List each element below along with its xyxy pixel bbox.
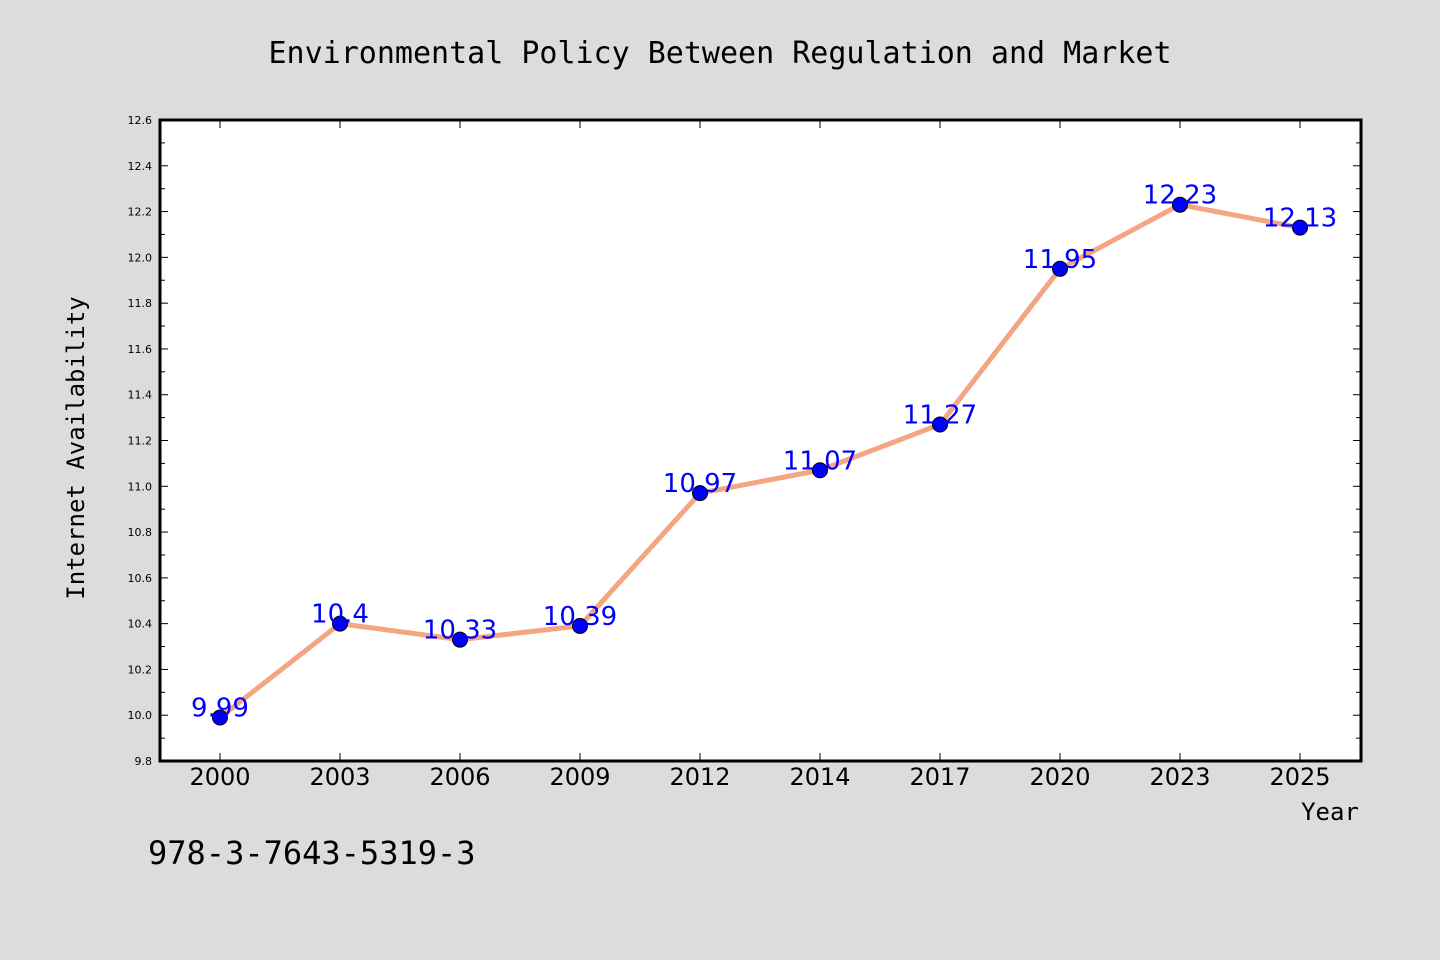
isbn-text: 978-3-7643-5319-3 [148,834,476,872]
plot-area [158,118,1363,763]
x-tick-labels: 2000 2003 2006 2009 2012 2014 2017 2020 2023 2025 [189,763,1330,791]
x-tick-label: 2012 [669,763,730,791]
data-label: 10.33 [423,616,497,646]
data-point [332,615,348,632]
series-line [218,202,1301,720]
y-tick-label: 10.2 [128,663,153,676]
y-tick-label: 11.2 [128,435,153,448]
data-point [692,485,708,502]
data-markers [212,196,1308,726]
y-tick-labels: 9.8 10.0 10.2 10.4 10.6 10.8 11.0 11.2 11.4 11.6 1… [128,114,153,768]
data-point [572,617,588,634]
data-label: 12.13 [1263,204,1337,234]
x-tick-label: 2023 [1149,763,1210,791]
data-label: 12.23 [1143,181,1217,211]
data-label: 11.27 [903,400,977,430]
y-tick-label: 10.4 [128,618,153,631]
data-label: 9.99 [191,694,249,724]
data-labels: 9.99 10.4 10.33 10.39 10.97 11.07 11.27 11.95 12… [191,181,1337,724]
data-point [212,709,228,726]
data-point [932,416,948,433]
y-tick-label: 12.0 [128,251,153,264]
axis-ticks [160,119,1361,762]
data-point [1292,219,1308,236]
data-label: 10.97 [663,469,737,499]
x-tick-label: 2020 [1029,763,1090,791]
x-tick-label: 2025 [1269,763,1330,791]
data-point [1172,196,1188,213]
data-label: 11.95 [1023,245,1097,275]
y-tick-label: 11.0 [128,480,153,493]
y-tick-label: 12.2 [128,206,153,219]
y-tick-label: 10.8 [128,526,153,539]
x-tick-label: 2017 [909,763,970,791]
y-tick-label: 11.8 [128,297,153,310]
x-tick-label: 2014 [789,763,850,791]
x-tick-label: 2006 [429,763,490,791]
data-label: 11.07 [783,446,857,476]
y-tick-label: 10.6 [128,572,153,585]
y-tick-label: 12.4 [128,160,153,173]
x-tick-label: 2003 [309,763,370,791]
chart-title: Environmental Policy Between Regulation … [268,36,1171,71]
data-label: 10.4 [311,600,369,630]
y-tick-label: 11.6 [128,343,153,356]
data-point [812,462,828,479]
y-tick-label: 11.4 [128,389,153,402]
data-label: 10.39 [543,602,617,632]
data-point [452,631,468,648]
y-tick-label: 9.8 [135,755,153,768]
y-tick-label: 10.0 [128,709,153,722]
x-axis-title: Year [1301,798,1359,826]
x-tick-label: 2009 [549,763,610,791]
y-axis-title: Internet Availability [62,296,90,599]
data-point [1052,260,1068,277]
x-tick-label: 2000 [189,763,250,791]
y-tick-label: 12.6 [128,114,153,127]
